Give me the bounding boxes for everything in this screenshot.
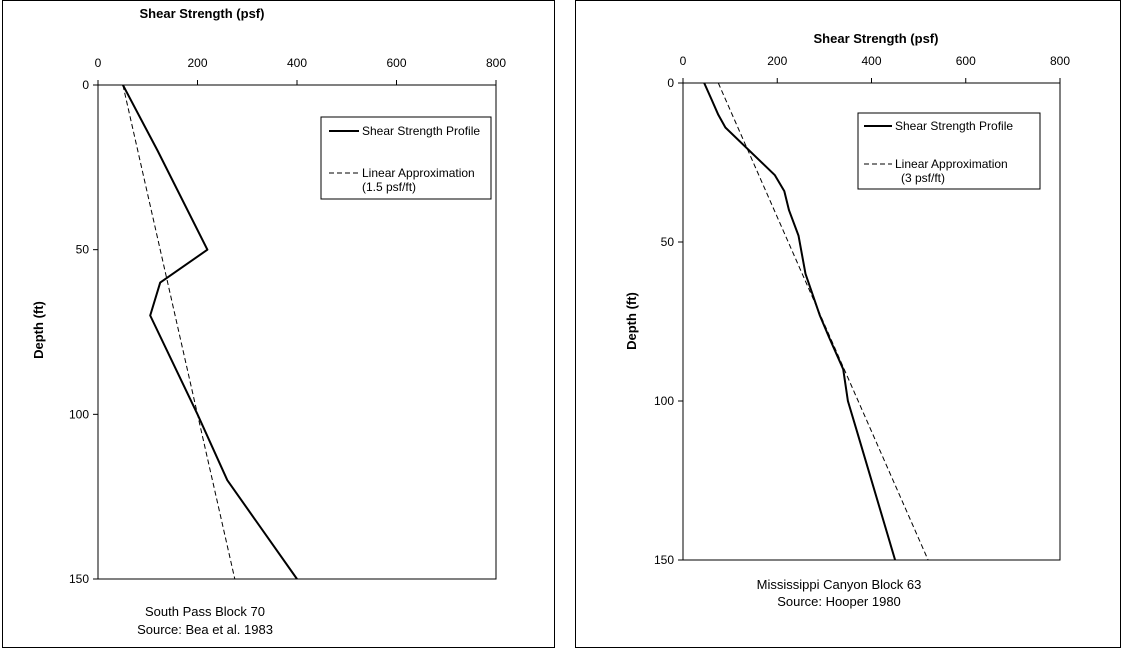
y-tick-label: 50 [661,235,675,249]
plot-area: 0 200 400 600 800 0 50 100 150 [69,56,506,586]
x-tick-label: 600 [386,56,406,70]
y-tick-label: 150 [69,572,89,586]
y-tick-label: 150 [654,553,674,567]
chart-left-svg: 0 200 400 600 800 0 50 100 150 Shear Strength (p… [31,6,506,637]
series-line-linear-approximation [122,84,236,580]
y-tick-label: 100 [654,394,674,408]
legend-note: (1.5 psf/ft) [362,180,416,194]
y-axis-title: Depth (ft) [624,292,639,350]
x-tick-label: 200 [187,56,207,70]
y-tick-label: 0 [667,76,674,90]
chart-caption-line1: Mississippi Canyon Block 63 [757,577,922,592]
series-line-shear-strength-profile [703,82,897,561]
chart-caption-line2: Source: Bea et al. 1983 [137,622,273,637]
legend-label-linear: Linear Approximation [895,157,1008,171]
x-tick-label: 400 [861,54,881,68]
y-tick-label: 50 [76,243,90,257]
y-axis-title: Depth (ft) [31,301,46,359]
chart-caption-line2: Source: Hooper 1980 [777,594,901,609]
x-tick-label: 600 [956,54,976,68]
legend-label-profile: Shear Strength Profile [362,124,480,138]
plot-area: 0 200 400 600 800 0 50 100 150 [654,54,1070,567]
chart-panel-left: 0 200 400 600 800 0 50 100 150 Shear Strength (p… [2,0,555,648]
series-line-shear-strength-profile [122,84,298,580]
x-tick-label: 0 [680,54,687,68]
series-line-linear-approximation [717,82,929,561]
x-tick-label: 400 [287,56,307,70]
y-tick-label: 100 [69,407,89,421]
x-axis-title: Shear Strength (psf) [814,31,939,46]
x-tick-label: 800 [1050,54,1070,68]
y-tick-label: 0 [82,78,89,92]
x-tick-label: 0 [95,56,102,70]
chart-caption-line1: South Pass Block 70 [145,604,265,619]
legend-label-profile: Shear Strength Profile [895,119,1013,133]
chart-right-svg: 0 200 400 600 800 0 50 100 150 Shear Strength (p… [624,31,1070,609]
x-tick-label: 200 [767,54,787,68]
chart-panel-right: 0 200 400 600 800 0 50 100 150 Shear Strength (p… [575,0,1121,648]
x-tick-label: 800 [486,56,506,70]
x-axis-title: Shear Strength (psf) [140,6,265,21]
legend-label-linear: Linear Approximation [362,166,475,180]
legend-note: (3 psf/ft) [901,171,945,185]
